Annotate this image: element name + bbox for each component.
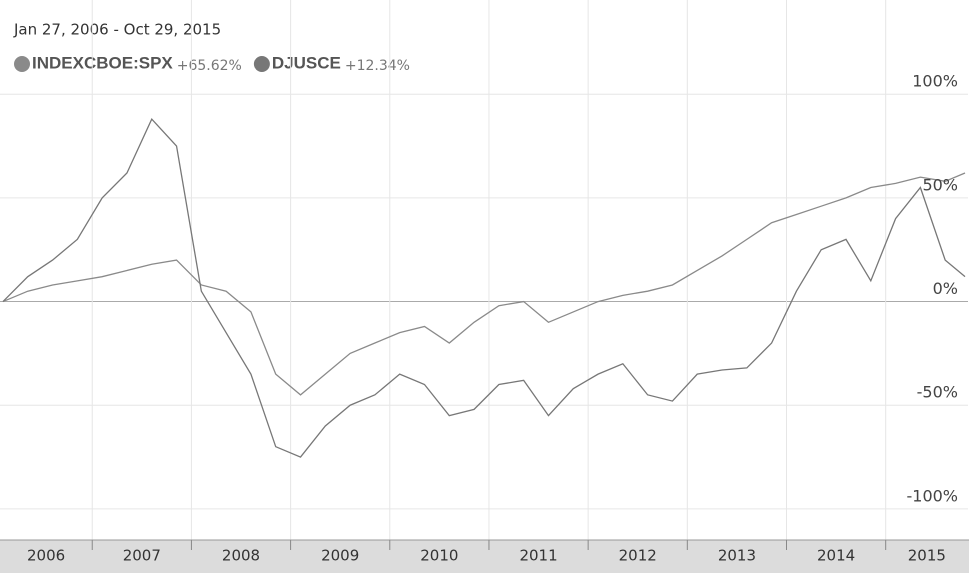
plot-area	[0, 0, 968, 540]
legend-label: DJUSCE	[272, 53, 341, 72]
chart-title: Jan 27, 2006 - Oct 29, 2015	[13, 21, 221, 39]
legend-label: INDEXCBOE:SPX	[32, 53, 173, 72]
y-tick-label: 50%	[922, 175, 958, 194]
series-line	[2, 172, 966, 396]
x-tick-label: 2013	[718, 547, 756, 565]
x-tick-label: 2014	[817, 547, 855, 565]
x-tick-label: 2011	[519, 547, 557, 565]
x-axis-bar	[0, 540, 969, 573]
series-line	[2, 117, 966, 458]
x-tick-label: 2006	[27, 547, 65, 565]
y-tick-label: 100%	[912, 72, 958, 91]
legend-marker	[253, 56, 270, 72]
x-tick-label: 2008	[222, 547, 260, 565]
y-tick-label: 0%	[933, 279, 958, 298]
x-tick-label: 2007	[123, 547, 161, 565]
legend-change: +65.62%	[177, 58, 242, 74]
x-tick-label: 2010	[420, 547, 458, 565]
legend-change: +12.34%	[345, 58, 410, 74]
y-tick-label: -50%	[917, 383, 958, 402]
legend: INDEXCBOE:SPX +65.62% DJUSCE +12.34%	[14, 53, 410, 74]
x-tick-label: 2009	[321, 547, 359, 565]
y-tick-label: -100%	[906, 486, 958, 505]
x-tick-label: 2012	[619, 547, 657, 565]
x-tick-label: 2015	[908, 547, 946, 565]
legend-marker	[14, 56, 30, 72]
